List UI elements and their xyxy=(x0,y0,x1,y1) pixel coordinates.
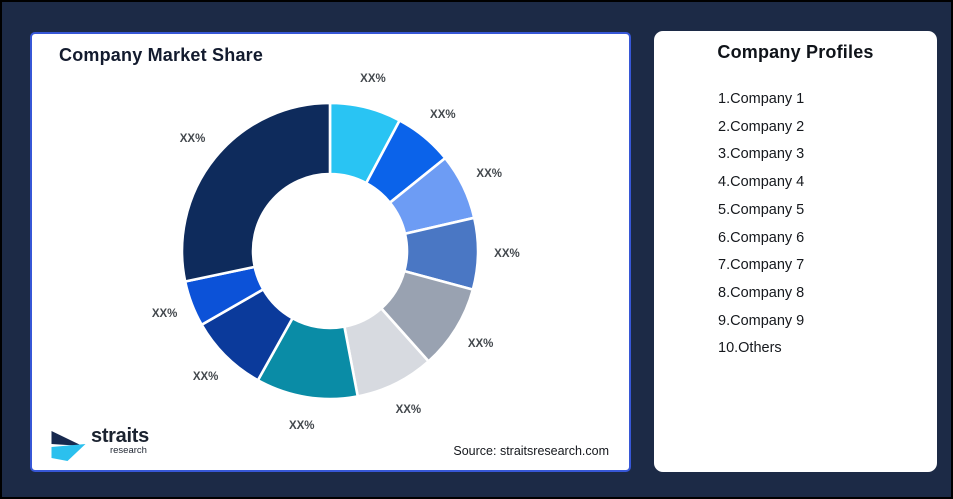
straits-logo-text: straits research xyxy=(91,426,149,456)
straits-logo: straits research xyxy=(50,426,149,462)
company-list-item: 1.Company 1 xyxy=(718,91,805,107)
profiles-title: Company Profiles xyxy=(717,42,874,62)
pie-segment-label: XX% xyxy=(192,370,219,383)
company-list-item: 3.Company 3 xyxy=(718,146,805,163)
pie-segment-label: XX% xyxy=(288,419,315,432)
pie-segment-label: XX% xyxy=(494,248,520,261)
pie-segment-label: XX% xyxy=(395,403,422,416)
donut-chart-svg xyxy=(180,101,480,401)
company-list-item: 8.Company 8 xyxy=(718,284,805,301)
pie-segment-label: XX% xyxy=(430,108,456,121)
straits-logo-icon xyxy=(51,431,86,461)
logo-sub-text: research xyxy=(109,445,147,456)
pie-segment-label: XX% xyxy=(179,133,206,146)
company-list-item: 6.Company 6 xyxy=(718,229,805,246)
pie-segment-label: XX% xyxy=(151,308,178,321)
pie-segment-label: XX% xyxy=(476,167,502,180)
market-share-card: Company Market Share XX% XX% XX% XX% XX% XX% X… xyxy=(30,32,631,472)
pie-segment-label: XX% xyxy=(360,73,386,86)
logo-brand-text: straits xyxy=(91,425,149,447)
company-list-item: 7.Company 7 xyxy=(718,257,805,274)
company-list-item: 10.Others xyxy=(718,340,782,357)
company-list-item: 5.Company 5 xyxy=(718,201,805,218)
company-list-item: 2.Company 2 xyxy=(718,118,805,135)
donut-chart: XX% XX% XX% XX% XX% XX% XX% XX% XX% XX% xyxy=(130,51,530,451)
chart-title: Company Market Share xyxy=(59,45,264,65)
pie-segment-label: XX% xyxy=(467,337,494,350)
company-list-item: 4.Company 4 xyxy=(718,174,805,191)
company-list: 1.Company 1 2.Company 2 3.Company 3 4.Compa… xyxy=(654,86,804,363)
company-profiles-card: Company Profiles 1.Company 1 2.Company 2 3… xyxy=(654,31,937,472)
source-text: Source: straitsresearch.com xyxy=(453,444,609,458)
pie-segment-10 xyxy=(180,101,332,283)
company-list-item: 9.Company 9 xyxy=(718,312,805,329)
